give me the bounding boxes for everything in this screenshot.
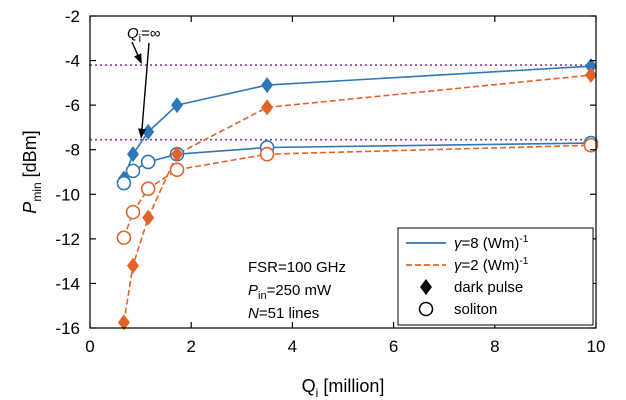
marker-g8_dark-5 bbox=[584, 58, 597, 75]
series-line-g2_soliton bbox=[123, 144, 591, 239]
legend-label-1-sup: -1 bbox=[519, 256, 528, 267]
y-tick-label--8: -8 bbox=[65, 141, 80, 160]
note-line-2: N=51 lines bbox=[248, 305, 319, 322]
legend-label-3: soliton bbox=[454, 301, 497, 318]
x-tick-label-10: 10 bbox=[587, 337, 606, 356]
marker-g2_dark-5 bbox=[584, 67, 597, 84]
annotation-label: Qi=∞ bbox=[127, 25, 161, 45]
note-line-0-main: FSR=100 GHz bbox=[248, 259, 346, 276]
y-axis-title-sub: min bbox=[30, 182, 44, 201]
annotation-arrow-0 bbox=[131, 41, 142, 64]
legend-label-0-value: =8 (Wm) bbox=[462, 235, 520, 252]
marker-g2_dark-1 bbox=[127, 257, 140, 274]
x-tick-label-4: 4 bbox=[288, 337, 297, 356]
marker-g2_soliton-0 bbox=[116, 230, 132, 246]
y-tick-label--10: -10 bbox=[55, 185, 80, 204]
legend-label-0: γ=8 (Wm)-1 bbox=[454, 234, 529, 252]
x-axis-title-sub: i bbox=[316, 386, 319, 400]
plot-frame bbox=[89, 15, 597, 329]
x-tick-label-8: 8 bbox=[490, 337, 499, 356]
marker-g8_dark-1 bbox=[127, 146, 140, 163]
marker-g2_soliton-1 bbox=[125, 204, 141, 220]
x-axis-title: Qi [million] bbox=[302, 376, 385, 400]
series-line-g2_dark bbox=[123, 74, 592, 323]
legend-label-2: dark pulse bbox=[454, 279, 523, 296]
y-axis-title-rest: [dBm] bbox=[20, 130, 40, 182]
annotation-arrow-1 bbox=[138, 42, 150, 139]
marker-g2_soliton-5 bbox=[583, 137, 599, 153]
x-axis-title-main: Q bbox=[302, 376, 316, 396]
legend-label-0-symbol: γ bbox=[454, 235, 463, 252]
series-line-g8_dark bbox=[123, 65, 591, 179]
annotation-label-rest: =∞ bbox=[141, 25, 161, 42]
plot-layer: 0 2 4 6 8 10 -16 -14 -12 -10 -8 -6 -4 -2 Qi [million] P… bbox=[20, 7, 605, 400]
note-line-1-main: P bbox=[248, 282, 258, 299]
legend-label-1: γ=2 (Wm)-1 bbox=[454, 256, 529, 274]
annotation-label-main: Q bbox=[127, 25, 139, 42]
marker-g2_dark-4 bbox=[261, 99, 274, 116]
legend-label-2-text: dark pulse bbox=[454, 279, 523, 296]
y-tick-label--4: -4 bbox=[65, 52, 80, 71]
legend-label-1-value: =2 (Wm) bbox=[462, 257, 520, 274]
y-tick-label--16: -16 bbox=[55, 319, 80, 338]
marker-g2_dark-3 bbox=[171, 146, 184, 163]
series-line-g8_soliton bbox=[123, 142, 591, 184]
y-axis-title-main: P bbox=[20, 202, 40, 214]
marker-g8_soliton-0 bbox=[116, 175, 132, 191]
x-tick-label-2: 2 bbox=[186, 337, 195, 356]
legend-label-0-sup: -1 bbox=[519, 234, 528, 245]
marker-g2_dark-0 bbox=[117, 314, 130, 331]
legend-swatch-2 bbox=[420, 279, 432, 295]
y-tick-label--14: -14 bbox=[55, 274, 80, 293]
note-line-1: Pin=250 mW bbox=[248, 282, 332, 302]
y-tick-label--12: -12 bbox=[55, 230, 80, 249]
x-tick-label-0: 0 bbox=[85, 337, 94, 356]
marker-g2_soliton-2 bbox=[140, 181, 156, 197]
x-axis-title-rest: [million] bbox=[318, 376, 384, 396]
x-tick-label-6: 6 bbox=[389, 337, 398, 356]
marker-g2_soliton-4 bbox=[259, 146, 275, 162]
y-axis-title: Pmin [dBm] bbox=[20, 130, 44, 213]
legend-label-1-symbol: γ bbox=[454, 257, 463, 274]
marker-g8_soliton-1 bbox=[125, 163, 141, 179]
y-tick-label--6: -6 bbox=[65, 96, 80, 115]
marker-g8_dark-4 bbox=[261, 77, 274, 94]
note-line-0: FSR=100 GHz bbox=[248, 259, 346, 276]
marker-g8_soliton-2 bbox=[140, 154, 156, 170]
note-line-2-main: N bbox=[248, 305, 259, 322]
y-tick-label--2: -2 bbox=[65, 7, 80, 26]
marker-g2_soliton-3 bbox=[169, 162, 185, 178]
legend-swatch-3 bbox=[418, 301, 434, 317]
note-line-1-rest: =250 mW bbox=[267, 282, 332, 299]
annotation-label-sub: i bbox=[139, 33, 141, 45]
marker-g8_dark-3 bbox=[171, 97, 184, 114]
legend-label-3-text: soliton bbox=[454, 301, 497, 318]
note-line-2-rest: =51 lines bbox=[259, 305, 319, 322]
marker-g2_dark-2 bbox=[142, 209, 155, 226]
note-line-1-sub: in bbox=[258, 290, 267, 302]
